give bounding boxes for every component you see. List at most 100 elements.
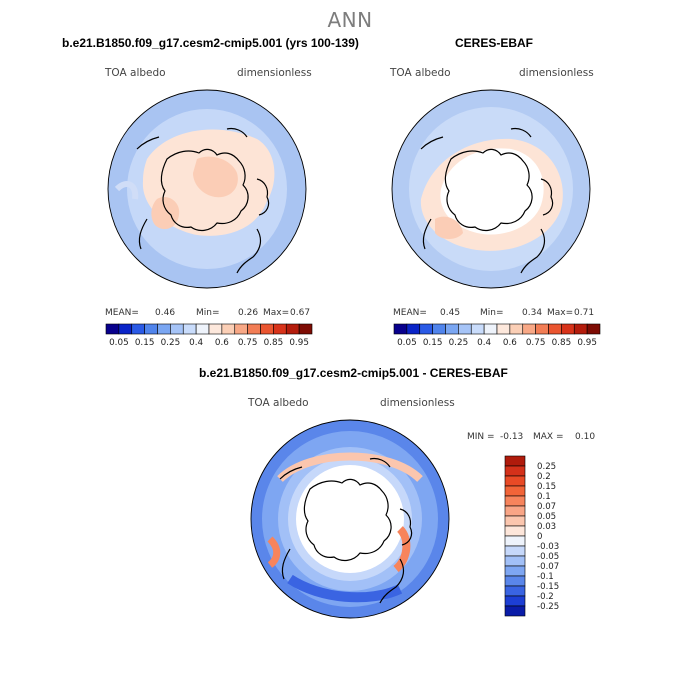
- panel1-title: b.e21.B1850.f09_g17.cesm2-cmip5.001 (yrs…: [62, 36, 359, 50]
- colorbar-swatch: [445, 323, 459, 335]
- colorbar-swatch: [504, 495, 526, 507]
- panel3-min: -0.13: [500, 432, 524, 442]
- panel2-units: dimensionless: [519, 67, 594, 79]
- panel1-max-label: Max=: [263, 308, 290, 318]
- panel3-min-label: MIN =: [467, 432, 495, 442]
- colorbar-tick-label: 0.05: [397, 338, 417, 348]
- colorbar-tick-label: -0.15: [537, 582, 559, 592]
- panel2-min: 0.34: [522, 308, 543, 318]
- colorbar-swatch: [504, 595, 526, 607]
- colorbar-tick-label: 0.03: [537, 522, 556, 532]
- colorbar-tick-label: 0.4: [189, 338, 203, 348]
- panel3-variable: TOA albedo: [248, 397, 309, 409]
- colorbar-tick-label: 0.25: [537, 462, 556, 472]
- colorbar-swatch: [273, 323, 287, 335]
- colorbar-swatch: [504, 565, 526, 577]
- colorbar-tick-label: -0.07: [537, 562, 559, 572]
- colorbar-tick-label: 0.2: [537, 472, 551, 482]
- colorbar-swatch: [170, 323, 184, 335]
- colorbar-swatch: [504, 505, 526, 517]
- panel1-mean: 0.46: [155, 308, 176, 318]
- colorbar-tick-label: 0.07: [537, 502, 556, 512]
- panel2-mean: 0.45: [440, 308, 461, 318]
- panel1-variable: TOA albedo: [105, 67, 166, 79]
- panel2-max-label: Max=: [547, 308, 574, 318]
- colorbar-swatch: [504, 605, 526, 617]
- panel1-min: 0.26: [238, 308, 259, 318]
- colorbar-tick-label: 0.1: [537, 492, 551, 502]
- colorbar-tick-label: 0.15: [537, 482, 556, 492]
- season-title: ANN: [327, 8, 373, 32]
- colorbar-swatch: [118, 323, 133, 335]
- map-model-north-polar: [107, 89, 307, 289]
- colorbar-swatch: [504, 545, 526, 557]
- colorbar-swatch: [208, 323, 223, 335]
- colorbar-swatch: [260, 323, 274, 335]
- colorbar-swatch: [432, 323, 446, 335]
- colorbar-swatch: [470, 323, 485, 335]
- colorbar-swatch: [504, 525, 526, 537]
- colorbar-model: 0.05 0.15 0.25 0.4 0.6 0.75 0.85 0.95: [105, 323, 313, 348]
- colorbar-tick-label: 0.75: [526, 338, 546, 348]
- colorbar-difference: 0.250.20.150.10.070.050.030-0.03-0.05-0.…: [504, 455, 559, 617]
- panel3-units: dimensionless: [380, 397, 455, 409]
- colorbar-swatch: [157, 323, 171, 335]
- colorbar-swatch: [105, 323, 120, 335]
- colorbar-swatch: [561, 323, 575, 335]
- colorbar-swatch: [504, 575, 526, 587]
- panel3-max: 0.10: [575, 432, 596, 442]
- colorbar-tick-label: 0.05: [537, 512, 556, 522]
- panel2-mean-label: MEAN=: [393, 308, 427, 318]
- colorbar-swatch: [504, 555, 526, 567]
- colorbar-tick-label: 0.15: [135, 338, 155, 348]
- colorbar-swatch: [504, 585, 526, 597]
- colorbar-tick-label: 0.15: [423, 338, 443, 348]
- panel3-title: b.e21.B1850.f09_g17.cesm2-cmip5.001 - CE…: [199, 366, 508, 380]
- colorbar-tick-label: 0.6: [215, 338, 229, 348]
- colorbar-ceres: 0.05 0.15 0.25 0.4 0.6 0.75 0.85 0.95: [393, 323, 601, 348]
- colorbar-swatch: [393, 323, 408, 335]
- colorbar-swatch: [496, 323, 511, 335]
- colorbar-swatch: [221, 323, 236, 335]
- colorbar-tick-label: 0.75: [238, 338, 258, 348]
- colorbar-tick-label: -0.03: [537, 542, 559, 552]
- colorbar-tick-label: -0.1: [537, 572, 554, 582]
- colorbar-swatch: [548, 323, 562, 335]
- colorbar-swatch: [419, 323, 433, 335]
- panel2-max: 0.71: [574, 308, 595, 318]
- colorbar-tick-label: -0.25: [537, 602, 559, 612]
- colorbar-swatch: [182, 323, 197, 335]
- map-ceres-north-polar: [391, 89, 591, 289]
- colorbar-tick-label: 0: [537, 532, 542, 542]
- panel2-min-label: Min=: [480, 308, 504, 318]
- map-difference-north-polar: [250, 419, 450, 619]
- colorbar-tick-label: 0.4: [477, 338, 491, 348]
- colorbar-swatch: [522, 323, 536, 335]
- colorbar-swatch: [586, 323, 601, 335]
- colorbar-swatch: [504, 515, 526, 527]
- colorbar-swatch: [509, 323, 524, 335]
- colorbar-swatch: [144, 323, 158, 335]
- colorbar-tick-label: -0.05: [537, 552, 559, 562]
- panel1-units: dimensionless: [237, 67, 312, 79]
- colorbar-tick-label: 0.95: [577, 338, 597, 348]
- colorbar-swatch: [504, 455, 526, 467]
- colorbar-swatch: [458, 323, 472, 335]
- colorbar-swatch: [573, 323, 588, 335]
- colorbar-tick-label: 0.6: [503, 338, 517, 348]
- panel1-max: 0.67: [290, 308, 311, 318]
- colorbar-tick-label: 0.25: [161, 338, 181, 348]
- colorbar-swatch: [504, 465, 526, 477]
- panel2-variable: TOA albedo: [390, 67, 451, 79]
- colorbar-tick-label: 0.85: [552, 338, 572, 348]
- colorbar-tick-label: 0.85: [264, 338, 284, 348]
- colorbar-tick-label: 0.25: [449, 338, 469, 348]
- panel1-mean-label: MEAN=: [105, 308, 139, 318]
- colorbar-tick-label: 0.05: [109, 338, 129, 348]
- colorbar-swatch: [504, 535, 526, 547]
- colorbar-swatch: [195, 323, 210, 335]
- colorbar-swatch: [247, 323, 261, 335]
- colorbar-swatch: [504, 485, 526, 497]
- colorbar-swatch: [234, 323, 248, 335]
- colorbar-swatch: [483, 323, 498, 335]
